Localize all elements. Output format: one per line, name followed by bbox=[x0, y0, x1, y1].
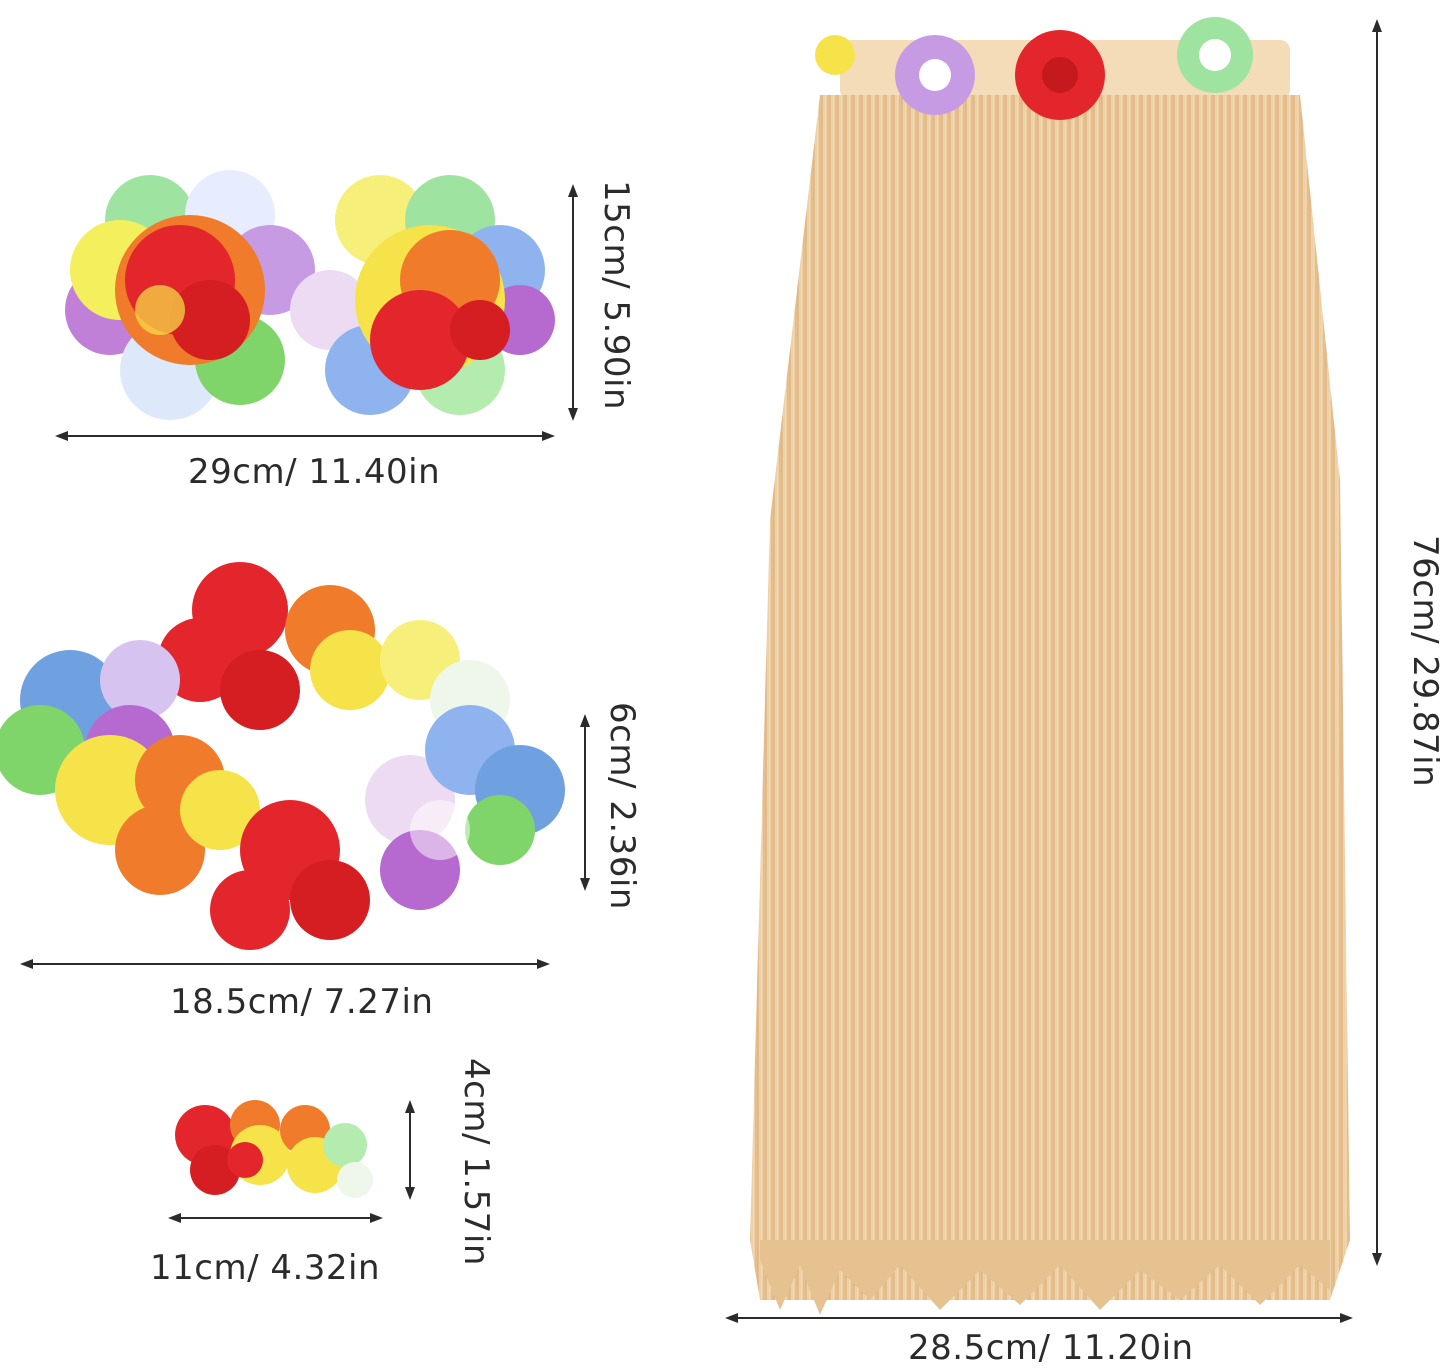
wristband-height-label: 4cm/ 1.57in bbox=[456, 1058, 496, 1266]
skirt-height-label: 76cm/ 29.87in bbox=[1405, 535, 1445, 788]
skirt-width-arrow bbox=[725, 1313, 1353, 1323]
flower-lei-image bbox=[0, 562, 565, 950]
lei-width-arrow bbox=[20, 959, 550, 969]
lei-width-label: 18.5cm/ 7.27in bbox=[170, 982, 434, 1022]
bra-width-label: 29cm/ 11.40in bbox=[188, 452, 441, 492]
bra-width-arrow bbox=[55, 431, 555, 441]
bra-height-arrow bbox=[568, 184, 578, 421]
skirt-flower-green bbox=[1177, 17, 1253, 93]
flower-bra-image bbox=[65, 170, 555, 420]
hula-skirt-image bbox=[750, 17, 1350, 1315]
wristband-image bbox=[175, 1100, 373, 1198]
skirt-flower-red bbox=[1015, 30, 1105, 120]
skirt-width-label: 28.5cm/ 11.20in bbox=[908, 1328, 1194, 1368]
wristband-height-arrow bbox=[405, 1100, 415, 1200]
wristband-width-arrow bbox=[168, 1213, 383, 1223]
bra-height-label: 15cm/ 5.90in bbox=[596, 180, 636, 411]
skirt-height-arrow bbox=[1372, 19, 1382, 1266]
wristband-width-label: 11cm/ 4.32in bbox=[150, 1248, 381, 1288]
skirt-flower-yellow bbox=[815, 35, 855, 75]
lei-height-label: 6cm/ 2.36in bbox=[602, 702, 642, 910]
lei-height-arrow bbox=[580, 714, 590, 891]
skirt-flower-purple bbox=[895, 35, 975, 115]
